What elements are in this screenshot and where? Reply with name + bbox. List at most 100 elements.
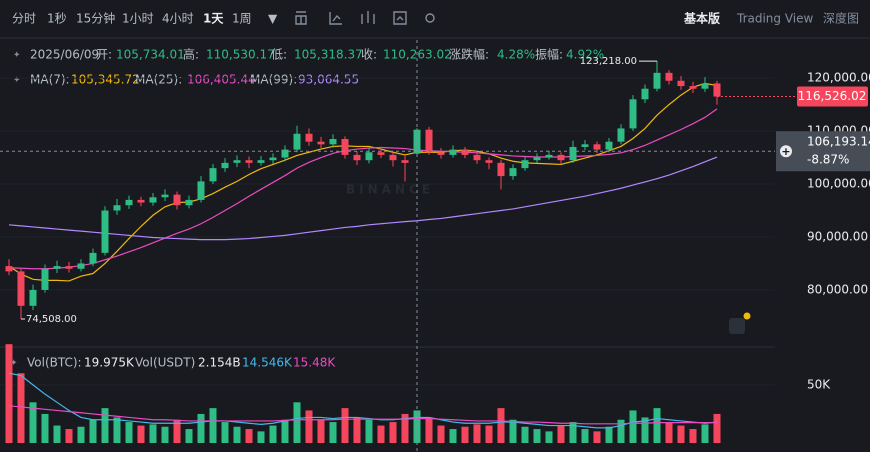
- toolbar-icons[interactable]: [295, 11, 435, 25]
- candle-body: [281, 149, 289, 158]
- volume-bar: [365, 419, 373, 443]
- bullet: ✦: [13, 76, 21, 86]
- candle-body: [713, 83, 721, 97]
- volume-ma-line: [8, 405, 717, 425]
- volume-bar: [185, 429, 193, 443]
- vol-label: Vol(BTC):: [27, 356, 82, 370]
- interval-tab[interactable]: 1周: [232, 12, 252, 26]
- icon-candle[interactable]: [361, 11, 375, 24]
- bullet: ✦: [13, 51, 21, 61]
- volume-bar: [689, 429, 697, 443]
- volume-bar: [557, 425, 565, 443]
- add-order-button[interactable]: [780, 145, 792, 158]
- low-label: 74,508.00: [26, 314, 77, 325]
- view-tab[interactable]: 基本版: [683, 11, 720, 26]
- candle-body: [509, 168, 517, 177]
- view-tab[interactable]: Trading View: [736, 12, 814, 26]
- candle-body: [473, 154, 481, 161]
- candle-body: [29, 289, 37, 306]
- vol-label: Vol(USDT): [135, 356, 195, 370]
- volume-bar: [425, 417, 433, 443]
- volume-bar: [341, 408, 349, 443]
- ma-line: [8, 82, 718, 282]
- ohlc-label: 收:: [361, 48, 377, 62]
- candle-body: [413, 129, 421, 154]
- candle-body: [233, 160, 241, 163]
- candle-body: [317, 141, 325, 145]
- y-tick-label: 120,000.00: [807, 71, 870, 85]
- candle-body: [125, 199, 133, 206]
- volume-bar: [605, 426, 613, 443]
- add-order-icon[interactable]: +: [781, 145, 790, 158]
- interval-tab[interactable]: 分时: [12, 12, 36, 26]
- candle-body: [209, 168, 217, 182]
- candle-body: [521, 160, 529, 169]
- candle-body: [389, 154, 397, 161]
- view-tab[interactable]: 深度图: [823, 11, 859, 26]
- ma-line: [8, 156, 718, 241]
- volume-bar: [449, 429, 457, 443]
- candle-body: [557, 154, 565, 161]
- ohlc-label: 涨跌幅:: [449, 47, 489, 62]
- candle-body: [545, 154, 553, 158]
- volume-bar: [5, 344, 13, 443]
- icon-template[interactable]: [393, 11, 407, 25]
- candle-body: [401, 160, 409, 163]
- candle-body: [677, 80, 685, 87]
- volume-bar: [65, 429, 73, 443]
- candle-body: [593, 144, 601, 150]
- interval-tab[interactable]: 4小时: [162, 12, 194, 26]
- icon-settings[interactable]: [425, 13, 435, 23]
- ohlc-value: 4.28%: [497, 48, 535, 62]
- volume-bar: [485, 425, 493, 443]
- icon-indicator[interactable]: [295, 11, 307, 25]
- candle-body: [53, 266, 61, 269]
- interval-tab[interactable]: 1秒: [47, 12, 67, 26]
- volume-bar: [161, 426, 169, 443]
- candle-body: [197, 181, 205, 200]
- ohlc-value: 4.92%: [566, 48, 604, 62]
- volume-bar: [77, 426, 85, 443]
- icon-draw[interactable]: [329, 12, 342, 25]
- candle-body: [269, 157, 277, 161]
- high-label: 123,218.00: [580, 56, 637, 67]
- volume-bar: [665, 422, 673, 443]
- ma-label: MA(99):: [250, 73, 297, 87]
- volume-bar: [305, 410, 313, 443]
- interval-tab[interactable]: 1小时: [122, 12, 154, 26]
- interval-dropdown[interactable]: ▼: [268, 12, 278, 26]
- interval-tab[interactable]: 15分钟: [76, 11, 115, 26]
- candle-body: [257, 160, 265, 163]
- volume-bar: [509, 419, 517, 443]
- watermark: BINANCE: [346, 183, 434, 197]
- volume-bar: [209, 408, 217, 443]
- volume-bar: [197, 413, 205, 443]
- volume-bar: [257, 431, 265, 443]
- candle-body: [425, 129, 433, 153]
- candle-body: [305, 133, 313, 142]
- bullet: ✦: [10, 359, 18, 369]
- last-price-tag: [797, 86, 868, 107]
- volume-bar: [113, 417, 121, 443]
- ma-value: 93,064.55: [298, 73, 359, 87]
- candle-body: [533, 157, 541, 161]
- alert-icon[interactable]: [729, 318, 745, 334]
- volume-bar: [29, 402, 37, 443]
- candle-body: [41, 268, 49, 290]
- y-tick-label: 80,000.00: [807, 282, 868, 296]
- volume-bar: [41, 413, 49, 443]
- volume-bar: [401, 413, 409, 443]
- ma-label: MA(25):: [135, 73, 182, 87]
- candle-body: [65, 266, 73, 269]
- alert-dot: [743, 312, 751, 320]
- volume-bar: [377, 425, 385, 443]
- candle-body: [5, 266, 13, 272]
- candle-body: [161, 194, 169, 198]
- ohlc-label: 低:: [271, 48, 287, 62]
- volume-ma-line: [8, 372, 718, 429]
- candle-body: [341, 139, 349, 155]
- volume-bar: [545, 431, 553, 443]
- candle-body: [569, 146, 577, 161]
- interval-tab[interactable]: 1天: [203, 12, 224, 26]
